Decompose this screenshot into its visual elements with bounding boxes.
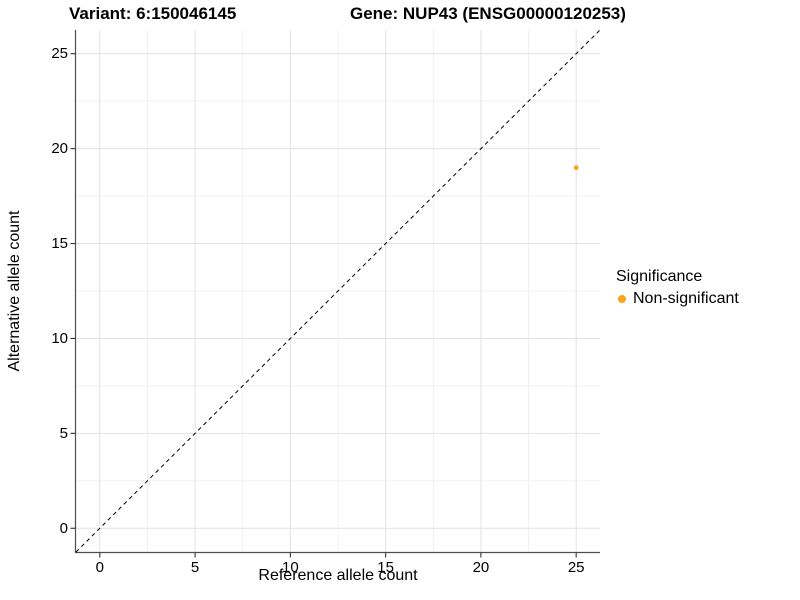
y-axis-title: Alternative allele count xyxy=(6,210,23,372)
x-tick-label: 10 xyxy=(282,559,299,576)
x-tick-label: 0 xyxy=(95,559,104,576)
x-tick-label: 20 xyxy=(472,559,490,576)
x-tick-label: 25 xyxy=(567,559,585,576)
y-tick-label: 5 xyxy=(59,424,68,442)
legend-point-icon xyxy=(618,295,626,303)
legend-item-non-significant: Non-significant xyxy=(616,290,739,308)
plot-title-gene: Gene: NUP43 (ENSG00000120253) xyxy=(350,4,626,23)
identity-reference-line xyxy=(75,29,601,553)
y-tick-label: 20 xyxy=(51,140,68,158)
x-tick-label: 15 xyxy=(377,559,394,576)
x-axis-title: Reference allele count xyxy=(258,567,418,584)
x-tick-label: 5 xyxy=(190,559,200,576)
legend: Significance Non-significant xyxy=(616,267,739,308)
legend-item-label: Non-significant xyxy=(633,290,739,307)
y-tick-label: 15 xyxy=(51,235,68,253)
y-tick-label: 0 xyxy=(59,519,68,537)
plot-title-variant: Variant: 6:150046145 xyxy=(69,4,237,23)
y-tick-label: 25 xyxy=(51,45,68,63)
legend-title: Significance xyxy=(616,268,703,285)
data-point xyxy=(573,165,579,171)
y-tick-label: 10 xyxy=(51,329,68,347)
